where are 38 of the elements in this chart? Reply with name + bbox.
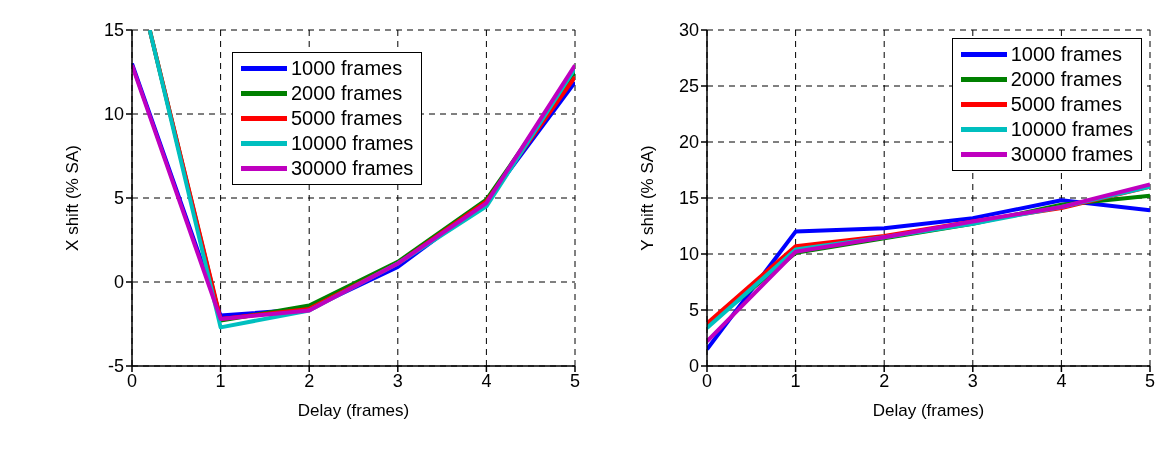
legend-label: 10000 frames <box>291 131 414 156</box>
x-tick-label: 5 <box>1144 370 1156 391</box>
x-tick-label: 2 <box>879 370 890 391</box>
y-tick-label: 0 <box>688 356 699 377</box>
legend-label: 30000 frames <box>1010 142 1133 167</box>
y-tick-label: 25 <box>678 76 699 97</box>
y-tick-label: 30 <box>678 20 699 41</box>
x-axis-title: Delay (frames) <box>872 401 985 420</box>
legend-label: 5000 frames <box>291 106 403 131</box>
y-tick-label: 0 <box>113 272 124 293</box>
x-tick-label: 4 <box>481 370 492 391</box>
y-tick-label: 15 <box>678 188 699 209</box>
y-tick-label: 10 <box>103 104 124 125</box>
x-tick-label: 4 <box>1056 370 1067 391</box>
y-tick-label: 20 <box>678 132 699 153</box>
y-tick-label: 15 <box>103 20 124 41</box>
x-axis-title: Delay (frames) <box>297 401 410 420</box>
x-tick-label: 5 <box>569 370 581 391</box>
legend-label: 30000 frames <box>291 156 414 181</box>
y-axis-title: X shift (% SA) <box>63 145 83 251</box>
y-tick-label: 5 <box>688 300 699 321</box>
legend-label: 2000 frames <box>1010 67 1122 92</box>
y-tick-label: -5 <box>107 356 124 377</box>
y-tick-label: 10 <box>678 244 699 265</box>
legend-label: 10000 frames <box>1010 117 1133 142</box>
x-tick-label: 2 <box>304 370 315 391</box>
y-axis-title: Y shift (% SA) <box>638 145 658 251</box>
x-tick-label: 0 <box>701 370 713 391</box>
legend-label: 2000 frames <box>291 81 403 106</box>
y-tick-label: 5 <box>113 188 124 209</box>
x-tick-label: 3 <box>967 370 978 391</box>
legend-label: 1000 frames <box>1010 42 1122 67</box>
x-tick-label: 1 <box>215 370 226 391</box>
x-tick-label: 0 <box>126 370 138 391</box>
legend-label: 1000 frames <box>291 56 403 81</box>
legend-label: 5000 frames <box>1010 92 1122 117</box>
x-tick-label: 1 <box>790 370 801 391</box>
x-tick-label: 3 <box>392 370 403 391</box>
